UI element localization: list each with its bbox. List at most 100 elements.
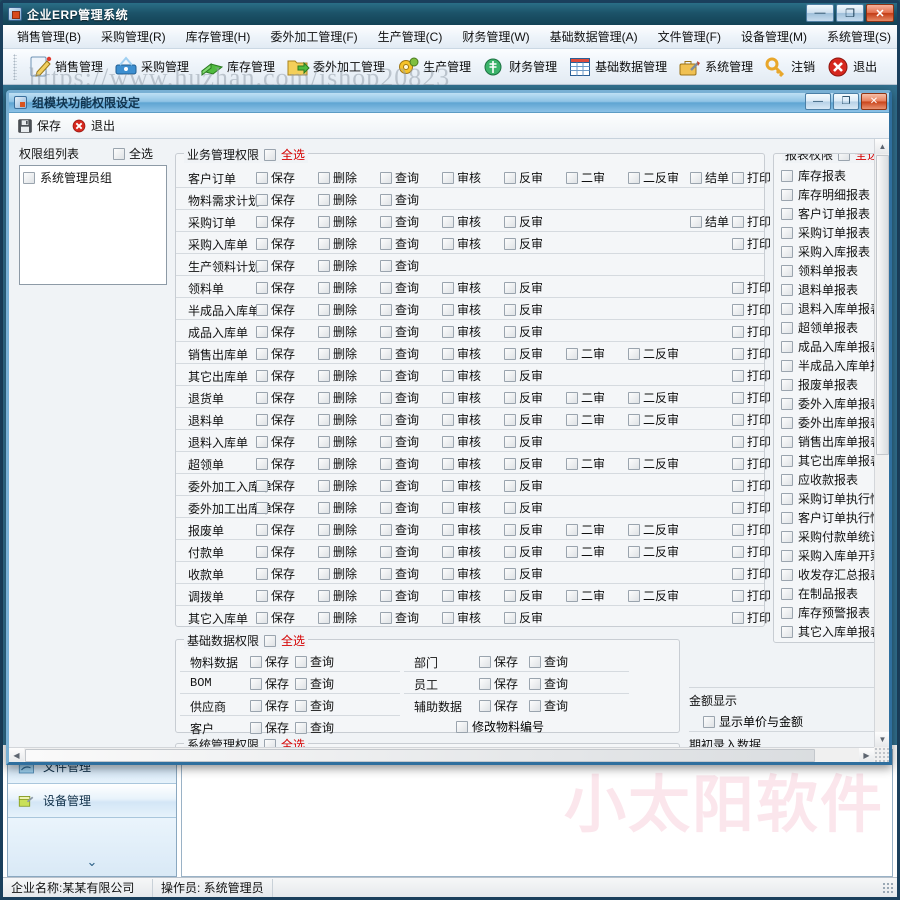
checkbox[interactable]: [838, 154, 851, 161]
permission-checkbox-保存[interactable]: 保存: [256, 565, 295, 582]
checkbox[interactable]: [380, 413, 392, 426]
checkbox[interactable]: [380, 391, 392, 404]
permission-checkbox-结单[interactable]: 结单: [690, 213, 729, 230]
permission-checkbox-保存[interactable]: 保存: [256, 257, 295, 274]
permission-checkbox-保存[interactable]: 保存: [256, 609, 295, 626]
modify-material-code-option[interactable]: 修改物料编号: [456, 718, 544, 735]
permission-checkbox-二审[interactable]: 二审: [566, 543, 605, 560]
checkbox[interactable]: [380, 215, 392, 228]
toolbar-basedata[interactable]: 基础数据管理: [564, 51, 671, 83]
checkbox[interactable]: [442, 413, 454, 426]
checkbox[interactable]: [479, 699, 491, 712]
report-permission-item[interactable]: 库存明细报表: [781, 185, 874, 204]
checkbox[interactable]: [566, 589, 578, 602]
checkbox[interactable]: [732, 413, 744, 426]
checkbox[interactable]: [442, 567, 454, 580]
permission-checkbox-删除[interactable]: 删除: [318, 587, 357, 604]
checkbox[interactable]: [295, 655, 307, 668]
checkbox[interactable]: [318, 545, 330, 558]
vertical-scrollbar[interactable]: ▲ ▼: [874, 139, 889, 747]
checkbox[interactable]: [380, 435, 392, 448]
checkbox[interactable]: [264, 634, 277, 647]
checkbox[interactable]: [318, 611, 330, 624]
menu-production[interactable]: 生产管理(C): [377, 30, 443, 44]
permission-checkbox-打印[interactable]: 打印: [732, 213, 771, 230]
permission-checkbox-删除[interactable]: 删除: [318, 345, 357, 362]
permission-checkbox-删除[interactable]: 删除: [318, 411, 357, 428]
group-listbox[interactable]: 系统管理员组: [19, 165, 167, 285]
checkbox[interactable]: [690, 215, 702, 228]
permission-checkbox-保存[interactable]: 保存: [256, 499, 295, 516]
checkbox[interactable]: [504, 479, 516, 492]
permission-checkbox-反审[interactable]: 反审: [504, 235, 543, 252]
checkbox[interactable]: [318, 369, 330, 382]
permission-checkbox-删除[interactable]: 删除: [318, 499, 357, 516]
base-data-checkbox-保存[interactable]: 保存: [479, 653, 518, 670]
permission-checkbox-审核[interactable]: 审核: [442, 345, 481, 362]
checkbox[interactable]: [442, 523, 454, 536]
checkbox[interactable]: [628, 545, 640, 558]
permission-checkbox-保存[interactable]: 保存: [256, 279, 295, 296]
report-permission-item[interactable]: 应收款报表: [781, 470, 874, 489]
dialog-resize-grip[interactable]: [874, 747, 889, 762]
checkbox[interactable]: [380, 545, 392, 558]
permission-checkbox-二反审[interactable]: 二反审: [628, 587, 679, 604]
permission-checkbox-打印[interactable]: 打印: [732, 521, 771, 538]
checkbox[interactable]: [256, 237, 268, 250]
checkbox[interactable]: [781, 169, 793, 182]
permission-checkbox-审核[interactable]: 审核: [442, 235, 481, 252]
base-data-checkbox-查询[interactable]: 查询: [295, 697, 334, 714]
permission-checkbox-删除[interactable]: 删除: [318, 389, 357, 406]
checkbox[interactable]: [628, 347, 640, 360]
permission-checkbox-查询[interactable]: 查询: [380, 169, 419, 186]
checkbox[interactable]: [732, 303, 744, 316]
permission-checkbox-保存[interactable]: 保存: [256, 433, 295, 450]
permission-checkbox-反审[interactable]: 反审: [504, 345, 543, 362]
permission-checkbox-二反审[interactable]: 二反审: [628, 389, 679, 406]
checkbox[interactable]: [504, 413, 516, 426]
resize-grip[interactable]: [882, 881, 894, 894]
report-permission-item[interactable]: 其它入库单报表: [781, 622, 874, 641]
permission-checkbox-删除[interactable]: 删除: [318, 257, 357, 274]
permission-checkbox-打印[interactable]: 打印: [732, 169, 771, 186]
permission-checkbox-二审[interactable]: 二审: [566, 521, 605, 538]
report-permission-item[interactable]: 半成品入库单报表: [781, 356, 874, 375]
checkbox[interactable]: [566, 347, 578, 360]
checkbox[interactable]: [732, 347, 744, 360]
report-permission-item[interactable]: 采购订单执行情况表: [781, 489, 874, 508]
permission-checkbox-查询[interactable]: 查询: [380, 587, 419, 604]
report-permission-item[interactable]: 库存报表: [781, 166, 874, 185]
checkbox[interactable]: [732, 215, 744, 228]
checkbox[interactable]: [504, 501, 516, 514]
checkbox[interactable]: [295, 721, 307, 734]
checkbox[interactable]: [781, 435, 793, 448]
permission-checkbox-保存[interactable]: 保存: [256, 323, 295, 340]
permission-checkbox-打印[interactable]: 打印: [732, 323, 771, 340]
chevron-down-icon[interactable]: ⌄: [86, 854, 98, 869]
checkbox[interactable]: [318, 325, 330, 338]
checkbox[interactable]: [318, 501, 330, 514]
checkbox[interactable]: [504, 369, 516, 382]
checkbox[interactable]: [781, 207, 793, 220]
checkbox[interactable]: [628, 391, 640, 404]
checkbox[interactable]: [442, 435, 454, 448]
checkbox[interactable]: [479, 677, 491, 690]
permission-checkbox-审核[interactable]: 审核: [442, 411, 481, 428]
checkbox[interactable]: [256, 413, 268, 426]
checkbox[interactable]: [318, 523, 330, 536]
permission-checkbox-反审[interactable]: 反审: [504, 521, 543, 538]
checkbox[interactable]: [442, 215, 454, 228]
checkbox[interactable]: [256, 567, 268, 580]
checkbox[interactable]: [380, 589, 392, 602]
toolbar-finance[interactable]: 财务管理: [478, 51, 561, 83]
checkbox[interactable]: [318, 589, 330, 602]
checkbox[interactable]: [318, 171, 330, 184]
checkbox[interactable]: [504, 237, 516, 250]
permission-checkbox-查询[interactable]: 查询: [380, 499, 419, 516]
permission-checkbox-保存[interactable]: 保存: [256, 521, 295, 538]
permission-checkbox-反审[interactable]: 反审: [504, 477, 543, 494]
checkbox[interactable]: [628, 171, 640, 184]
checkbox[interactable]: [456, 720, 468, 733]
dialog-exit-button[interactable]: 退出: [71, 117, 115, 134]
permission-checkbox-查询[interactable]: 查询: [380, 609, 419, 626]
